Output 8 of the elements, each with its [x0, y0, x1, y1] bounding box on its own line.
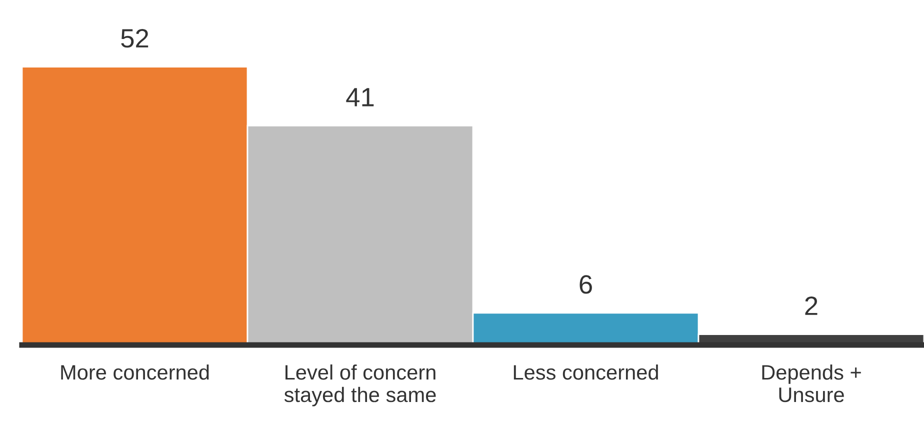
- data-label: 6: [580, 275, 592, 294]
- data-label: 41: [346, 88, 374, 106]
- x-tick-label: Level of concern stayed the same: [284, 364, 436, 406]
- data-label: 2: [805, 296, 818, 315]
- x-tick-label: Less concerned: [514, 364, 658, 380]
- x-tick-label: Depends + Unsure: [762, 364, 861, 402]
- x-tick-label: More concerned: [61, 364, 209, 380]
- data-label: 52: [121, 28, 148, 48]
